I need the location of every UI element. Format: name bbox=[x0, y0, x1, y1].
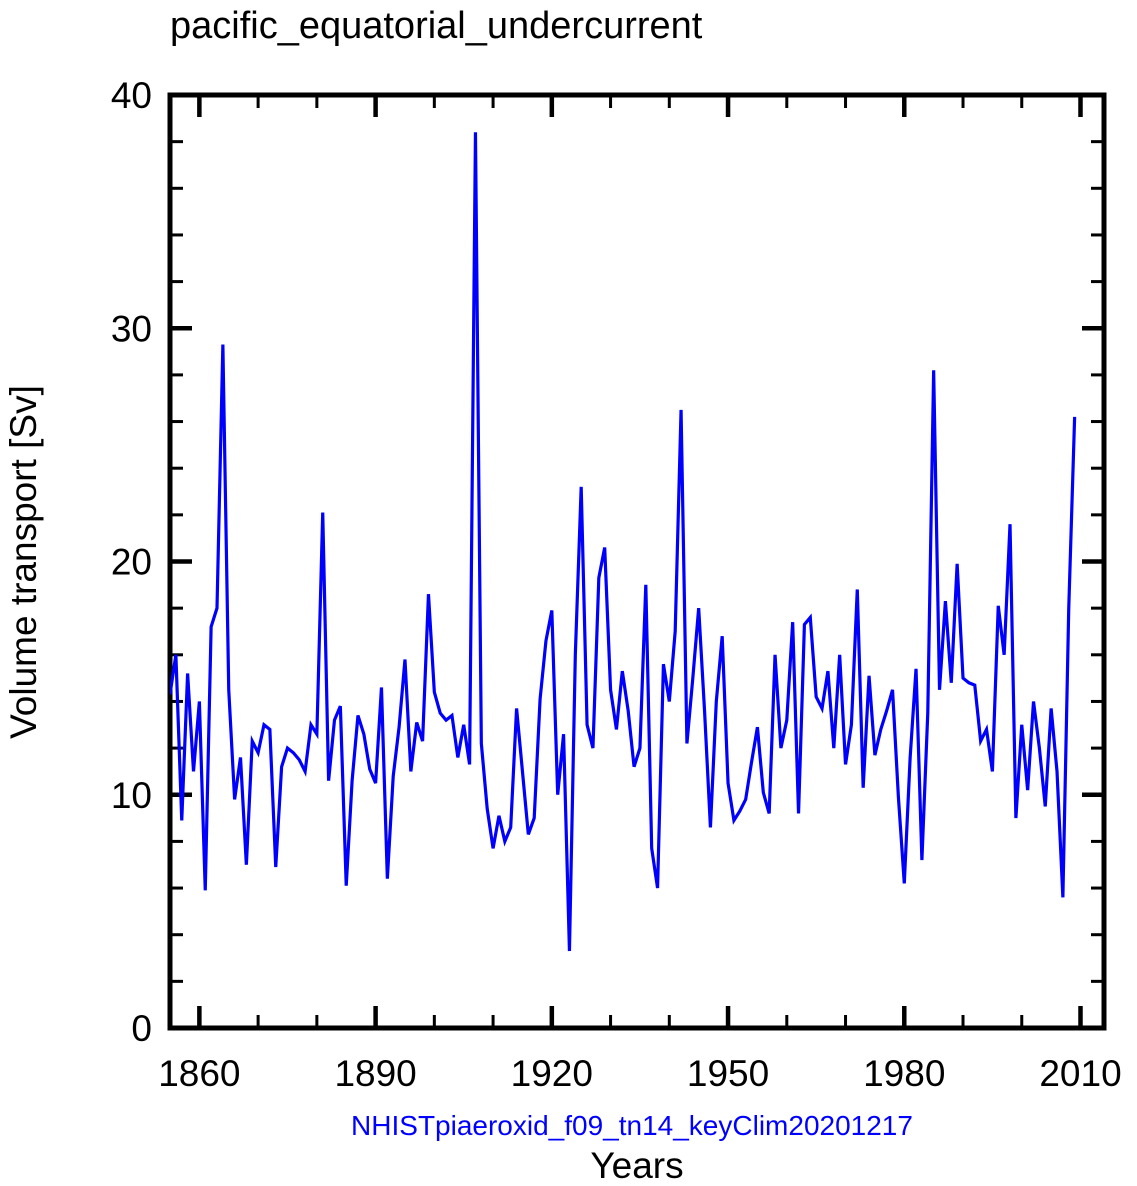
y-tick-label: 40 bbox=[111, 75, 152, 116]
x-tick-label: 1890 bbox=[334, 1053, 416, 1094]
plot-frame bbox=[167, 92, 1107, 1031]
x-tick-label: 1980 bbox=[863, 1053, 945, 1094]
x-tick-label: 1920 bbox=[511, 1053, 593, 1094]
x-tick-label: 1860 bbox=[158, 1053, 240, 1094]
x-tick-label: 1950 bbox=[687, 1053, 769, 1094]
y-tick-label: 0 bbox=[131, 1008, 152, 1049]
data-series-line bbox=[170, 132, 1077, 952]
chart-title: pacific_equatorial_undercurrent bbox=[170, 5, 703, 47]
y-tick-label: 10 bbox=[111, 775, 152, 816]
y-axis-title: Volume transport [Sv] bbox=[3, 385, 44, 739]
axis-tick-labels: 1860 1890 1920 1950 1980 2010 0 10 20 30 40 bbox=[111, 75, 1122, 1094]
x-tick-label: 2010 bbox=[1039, 1053, 1121, 1094]
y-tick-label: 30 bbox=[111, 308, 152, 349]
x-axis-title: Years bbox=[590, 1145, 683, 1186]
y-tick-label: 20 bbox=[111, 542, 152, 583]
run-annotation: NHISTpiaeroxid_f09_tn14_keyClim20201217 bbox=[351, 1110, 913, 1141]
